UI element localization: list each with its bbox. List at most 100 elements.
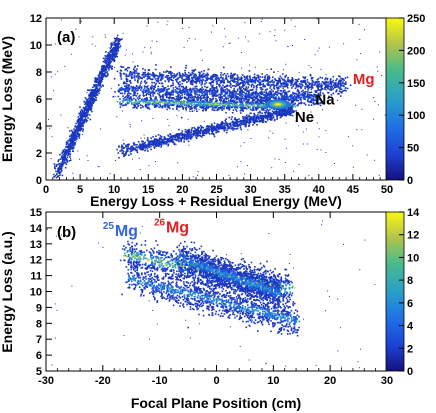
panel-a-band-point bbox=[337, 85, 340, 88]
panel-a-band-point bbox=[107, 67, 110, 70]
panel-a-band-point bbox=[146, 99, 149, 101]
panel-a-band-point bbox=[132, 94, 135, 97]
panel-a-band-point bbox=[316, 85, 318, 87]
panel-a-band-point bbox=[139, 89, 142, 91]
panel-a-band-point bbox=[178, 128, 180, 131]
panel-a-band-point bbox=[198, 91, 201, 94]
panel-a-band-point bbox=[248, 114, 250, 117]
panel-a-band-point bbox=[171, 90, 173, 92]
panel-a-band-point bbox=[254, 91, 257, 93]
panel-a-band-point bbox=[176, 74, 178, 76]
panel-a-band-point bbox=[330, 78, 332, 80]
panel-a-noise-point bbox=[129, 124, 131, 126]
panel-a-band-point bbox=[339, 75, 341, 78]
panel-a-band-point bbox=[236, 88, 239, 91]
panel-a-band-point bbox=[245, 94, 247, 96]
panel-a-band-point bbox=[200, 70, 203, 73]
panel-a-noise-point bbox=[356, 129, 358, 131]
panel-a-band-point bbox=[243, 95, 246, 97]
panel-a-band-point bbox=[334, 86, 337, 88]
panel-a-band-point bbox=[147, 87, 150, 90]
panel-a-band-point bbox=[185, 75, 188, 78]
panel-a-band-point bbox=[244, 123, 247, 125]
panel-a-band-point bbox=[206, 78, 208, 80]
panel-a-band-point bbox=[290, 101, 293, 104]
panel-a-band-point bbox=[235, 96, 237, 99]
panel-a-band-point bbox=[234, 118, 237, 121]
panel-a-band-point bbox=[282, 87, 284, 89]
panel-a-band-point bbox=[187, 91, 190, 94]
panel-a-band-point bbox=[222, 100, 224, 103]
panel-a-band-point bbox=[239, 122, 242, 125]
panel-a-band-point bbox=[239, 112, 242, 114]
panel-a-band-point bbox=[260, 115, 262, 117]
panel-a-band-point bbox=[330, 94, 333, 96]
panel-a-band-point bbox=[269, 116, 271, 118]
panel-a-band-point bbox=[288, 90, 291, 92]
panel-a-noise-point bbox=[67, 127, 69, 129]
panel-a-band-point bbox=[255, 119, 258, 121]
panel-a-band-point bbox=[249, 102, 252, 104]
panel-a-band-point bbox=[332, 75, 335, 78]
panel-a-band-point bbox=[201, 136, 203, 138]
panel-a-band-point bbox=[256, 92, 258, 94]
panel-a-band-point bbox=[314, 90, 316, 92]
panel-a-band-point bbox=[262, 102, 264, 104]
panel-a-band-point bbox=[152, 78, 154, 80]
panel-a-band-point bbox=[305, 96, 308, 98]
panel-a-band-point bbox=[157, 134, 160, 136]
panel-a-band-point bbox=[309, 97, 312, 99]
panel-a-band-point bbox=[162, 101, 164, 104]
panel-a-band-point bbox=[228, 92, 231, 94]
panel-a-band-point bbox=[223, 105, 226, 108]
panel-a-band-point bbox=[272, 96, 275, 99]
panel-a-band-point bbox=[171, 97, 173, 99]
panel-a-band-point bbox=[305, 85, 307, 88]
panel-a-band-point bbox=[160, 77, 163, 79]
panel-a-band-point bbox=[299, 94, 301, 96]
panel-a-band-point bbox=[164, 80, 166, 82]
panel-a-band-point bbox=[123, 92, 126, 95]
panel-a-band-point bbox=[125, 144, 127, 147]
panel-a-band-point bbox=[144, 69, 146, 71]
panel-a-band-point bbox=[259, 82, 261, 85]
panel-a-band-point bbox=[339, 91, 342, 93]
panel-a-band-point bbox=[170, 104, 173, 106]
panel-a-band-point bbox=[190, 90, 193, 93]
panel-a-band-point bbox=[185, 87, 188, 89]
panel-a-band-point bbox=[241, 93, 243, 95]
panel-a-band-point bbox=[174, 138, 176, 140]
panel-a-band-point bbox=[154, 141, 157, 144]
panel-a-band-point bbox=[145, 102, 147, 104]
panel-a-band-point bbox=[266, 77, 269, 79]
panel-a-band-point bbox=[178, 134, 180, 136]
panel-a-band-point bbox=[132, 72, 135, 74]
panel-a-band-point bbox=[242, 106, 244, 109]
panel-a-band-point bbox=[236, 124, 239, 126]
panel-a-band-point bbox=[180, 139, 183, 142]
panel-a-band-point bbox=[283, 109, 286, 111]
panel-a-noise-point bbox=[67, 143, 69, 145]
panel-a-band-point bbox=[217, 127, 219, 130]
panel-a-band-point bbox=[236, 90, 239, 92]
panel-a-band-point bbox=[194, 131, 197, 133]
panel-a-band-point bbox=[164, 103, 167, 105]
panel-a-band-point bbox=[252, 97, 254, 100]
panel-a-band-point bbox=[240, 107, 243, 110]
panel-a-band-point bbox=[214, 107, 217, 109]
panel-a-band-point bbox=[210, 126, 212, 128]
panel-a-band-point bbox=[259, 83, 261, 86]
panel-a-band-point bbox=[260, 88, 262, 90]
panel-a-band-point bbox=[291, 106, 294, 109]
panel-a-band-point bbox=[136, 68, 138, 70]
panel-a-band-point bbox=[211, 90, 214, 92]
panel-a-band-point bbox=[168, 78, 171, 80]
panel-a-noise-point bbox=[117, 52, 119, 54]
panel-a-band-point bbox=[167, 144, 169, 147]
panel-a-band-point bbox=[144, 80, 146, 82]
panel-a-band-point bbox=[212, 130, 215, 132]
panel-a-band-point bbox=[266, 115, 269, 117]
panel-a-band-point bbox=[196, 103, 198, 106]
panel-a-band-point bbox=[225, 85, 227, 88]
panel-a-band-point bbox=[161, 106, 164, 108]
